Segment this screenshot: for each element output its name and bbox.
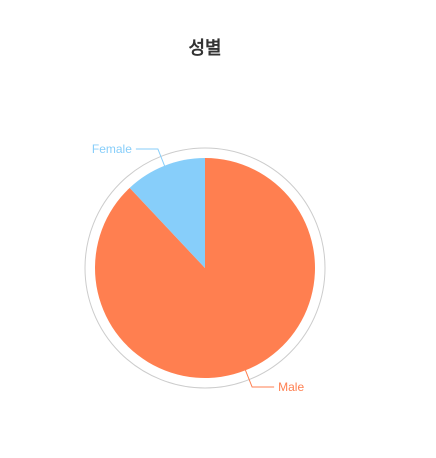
pie-slice-female[interactable] [129,158,205,268]
pie-outer-ring [84,147,326,389]
slice-label-female: Female [92,142,132,156]
leader-line-female [135,148,166,168]
slice-label-male: Male [278,380,304,394]
pie-labels: Male Female [92,142,305,394]
leader-line-male [244,368,275,388]
chart-title: 성별 [188,38,222,59]
pie-slices [94,158,315,378]
